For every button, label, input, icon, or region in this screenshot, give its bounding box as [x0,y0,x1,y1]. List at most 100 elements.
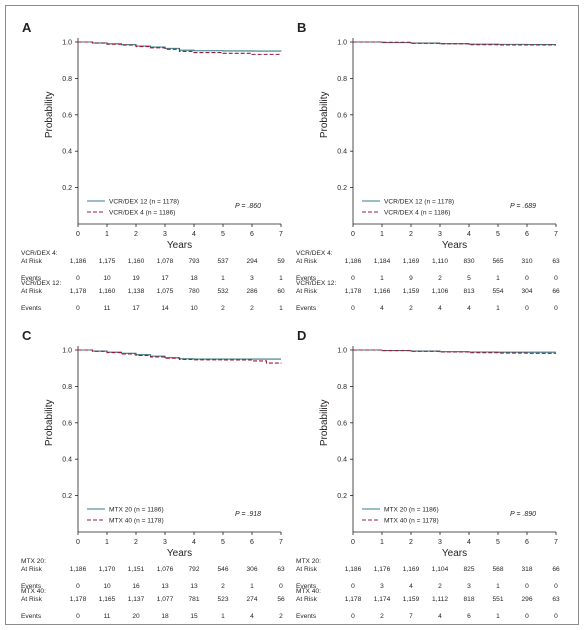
x-tick-label: 7 [279,539,283,546]
risk-row-label: Events [21,613,42,620]
risk-row-label: Events [21,305,42,312]
risk-value: 1,165 [99,596,116,603]
risk-value: 4 [438,305,442,312]
risk-value: 551 [492,596,503,603]
risk-value: 16 [132,583,140,590]
figure-border [5,5,579,625]
y-tick-label: 0.4 [62,149,72,156]
risk-value: 10 [103,583,111,590]
legend-label: MTX 20 (n = 1186) [109,507,164,514]
x-tick-label: 4 [467,539,471,546]
risk-value: 318 [521,566,532,573]
risk-value: 793 [188,258,199,265]
x-tick-label: 0 [76,539,80,546]
x-axis-title: Years [167,240,192,251]
legend-label: MTX 20 (n = 1186) [384,507,439,514]
risk-value: 294 [246,258,257,265]
risk-value: 4 [438,613,442,620]
x-tick-label: 4 [192,231,196,238]
risk-value: 5 [467,275,471,282]
risk-value: 1,110 [432,258,448,265]
risk-value: 14 [161,305,169,312]
risk-value: 2 [221,583,225,590]
risk-value: 1,178 [345,596,362,603]
risk-value: 830 [463,258,474,265]
x-tick-label: 7 [554,539,558,546]
panel-letter: B [297,20,306,35]
risk-value: 1,076 [157,566,174,573]
p-value: P = .860 [235,203,261,210]
y-tick-label: 0.2 [337,185,347,192]
risk-value: 7 [409,613,413,620]
risk-value: 18 [161,613,169,620]
y-tick-label: 1.0 [62,40,72,47]
risk-value: 0 [525,583,529,590]
risk-value: 1,169 [403,258,420,265]
risk-value: 15 [190,613,198,620]
risk-row-label: VCR/DEX 12: [21,280,61,287]
risk-value: 1,178 [70,288,87,295]
risk-value: 813 [463,288,474,295]
risk-value: 0 [554,305,558,312]
x-tick-label: 5 [221,539,225,546]
x-tick-label: 6 [250,231,254,238]
x-tick-label: 5 [496,539,500,546]
risk-value: 310 [521,258,532,265]
risk-row-sublabel: At Risk [21,258,43,265]
risk-value: 1,178 [345,288,362,295]
legend-label: VCR/DEX 4 (n = 1186) [384,210,450,217]
risk-value: 17 [132,305,140,312]
risk-value: 0 [76,583,80,590]
risk-value: 1 [496,275,500,282]
risk-value: 1,176 [374,566,391,573]
x-axis-title: Years [167,548,192,559]
risk-value: 818 [463,596,474,603]
risk-value: 546 [217,566,228,573]
risk-value: 66 [552,288,560,295]
risk-value: 10 [190,305,198,312]
x-tick-label: 4 [467,231,471,238]
risk-value: 304 [521,288,532,295]
panel-letter: A [22,20,32,35]
risk-value: 1,159 [403,288,420,295]
risk-value: 1,186 [70,566,87,573]
y-tick-label: 0.2 [62,493,72,500]
risk-value: 1 [279,305,283,312]
risk-row-label: MTX 40: [21,588,46,595]
risk-value: 296 [521,596,532,603]
panel-letter: C [22,328,32,343]
y-tick-label: 0.2 [337,493,347,500]
risk-value: 56 [277,596,285,603]
panel-d: D 0.2 0.4 0.6 0.8 1.0 0 1 2 3 4 5 6 7 Years Probability… [296,328,560,620]
risk-row-sublabel: At Risk [296,258,318,265]
risk-value: 1 [496,583,500,590]
x-tick-label: 1 [380,231,384,238]
series-line-solid [353,349,556,353]
risk-value: 2 [250,305,254,312]
risk-value: 59 [277,258,285,265]
y-tick-label: 0.2 [62,185,72,192]
risk-value: 1,175 [99,258,116,265]
x-tick-label: 6 [250,539,254,546]
risk-value: 0 [76,305,80,312]
series-line-dashed [78,349,282,364]
risk-value: 3 [250,275,254,282]
risk-value: 0 [351,275,355,282]
risk-value: 2 [438,275,442,282]
risk-value: 1 [250,583,254,590]
risk-value: 780 [188,288,199,295]
x-tick-label: 4 [192,539,196,546]
y-tick-label: 0.4 [62,457,72,464]
risk-value: 825 [463,566,474,573]
risk-value: 537 [217,258,228,265]
risk-value: 1 [496,305,500,312]
x-tick-label: 6 [525,539,529,546]
y-tick-label: 1.0 [337,40,347,47]
risk-value: 11 [104,305,111,312]
risk-row-label: VCR/DEX 4: [21,250,58,257]
risk-value: 1,104 [432,566,449,573]
x-tick-label: 7 [554,231,558,238]
y-axis-title: Probability [44,399,55,446]
risk-value: 66 [552,566,560,573]
risk-value: 6 [467,613,471,620]
